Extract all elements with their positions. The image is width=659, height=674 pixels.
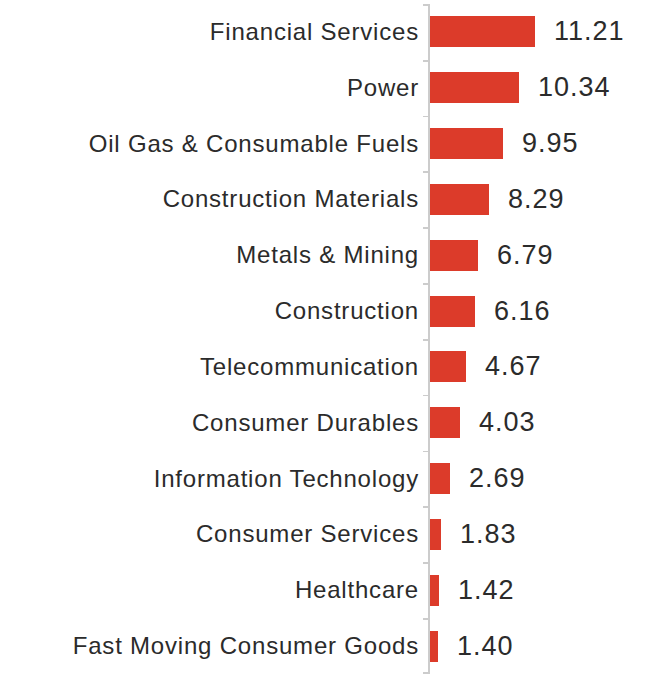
- value-label: 6.79: [497, 240, 554, 271]
- bar-row: Financial Services 11.21: [0, 4, 659, 60]
- bar: [430, 631, 438, 662]
- value-label: 6.16: [494, 296, 551, 327]
- bar-row: Oil Gas & Consumable Fuels 9.95: [0, 116, 659, 172]
- category-label: Healthcare: [0, 576, 429, 604]
- category-label: Construction: [0, 297, 429, 325]
- bar-row: Consumer Services 1.83: [0, 506, 659, 562]
- value-label: 8.29: [508, 184, 565, 215]
- bar-rows: Financial Services 11.21 Power 10.34 Oil…: [0, 4, 659, 674]
- bar: [430, 128, 503, 159]
- bar: [430, 16, 535, 47]
- bar-row: Metals & Mining 6.79: [0, 227, 659, 283]
- value-label: 2.69: [469, 463, 526, 494]
- bar-row: Consumer Durables 4.03: [0, 395, 659, 451]
- value-label: 4.03: [479, 407, 536, 438]
- value-label: 4.67: [485, 351, 542, 382]
- bar: [430, 351, 466, 382]
- category-label: Construction Materials: [0, 185, 429, 213]
- bar-row: Healthcare 1.42: [0, 562, 659, 618]
- bar-row: Telecommunication 4.67: [0, 339, 659, 395]
- bar-row: Information Technology 2.69: [0, 451, 659, 507]
- category-label: Telecommunication: [0, 353, 429, 381]
- bar-row: Fast Moving Consumer Goods 1.40: [0, 618, 659, 674]
- bar: [430, 240, 478, 271]
- category-label: Fast Moving Consumer Goods: [0, 632, 429, 660]
- category-label: Power: [0, 74, 429, 102]
- value-label: 11.21: [554, 16, 625, 47]
- category-label: Information Technology: [0, 465, 429, 493]
- bar: [430, 519, 441, 550]
- value-label: 1.40: [457, 631, 514, 662]
- bar-chart: Financial Services 11.21 Power 10.34 Oil…: [0, 0, 659, 674]
- bar: [430, 72, 519, 103]
- category-label: Oil Gas & Consumable Fuels: [0, 130, 429, 158]
- value-label: 9.95: [522, 128, 579, 159]
- value-label: 10.34: [538, 72, 611, 103]
- bar: [430, 407, 460, 438]
- category-label: Consumer Services: [0, 520, 429, 548]
- category-label: Financial Services: [0, 18, 429, 46]
- bar-row: Construction 6.16: [0, 283, 659, 339]
- bar: [430, 463, 450, 494]
- bar: [430, 575, 439, 606]
- bar-row: Power 10.34: [0, 60, 659, 116]
- value-label: 1.42: [458, 575, 515, 606]
- category-label: Consumer Durables: [0, 409, 429, 437]
- category-label: Metals & Mining: [0, 241, 429, 269]
- bar: [430, 184, 489, 215]
- bar: [430, 296, 475, 327]
- bar-row: Construction Materials 8.29: [0, 171, 659, 227]
- value-label: 1.83: [460, 519, 517, 550]
